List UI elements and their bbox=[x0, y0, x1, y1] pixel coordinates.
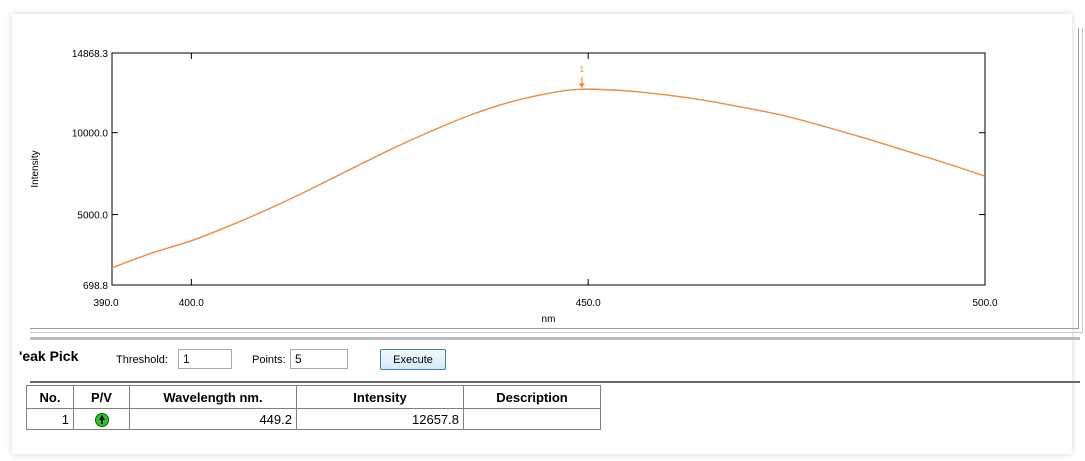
x-tick-label: 500.0 bbox=[972, 298, 997, 309]
peak-table: No. P/V Wavelength nm. Intensity Descrip… bbox=[26, 385, 601, 430]
table-row[interactable]: 1 449.2 12657.8 bbox=[26, 408, 601, 430]
x-tick-label: 450.0 bbox=[576, 298, 601, 309]
points-input[interactable] bbox=[290, 349, 348, 369]
table-top-border bbox=[30, 381, 1080, 383]
x-tick-label: 390.0 bbox=[93, 298, 118, 309]
peak-up-icon bbox=[94, 412, 109, 427]
y-tick-label: 14868.3 bbox=[72, 49, 109, 60]
x-tick-label: 400.0 bbox=[179, 298, 204, 309]
y-tick-label: 5000.0 bbox=[77, 211, 108, 222]
spectrum-chart[interactable]: 390.0 400.0 450.0 500.0 14868.3 10000.0 5000.0… bbox=[0, 0, 1085, 335]
y-axis-label: Intensity bbox=[30, 150, 41, 187]
threshold-input[interactable] bbox=[178, 349, 232, 369]
header-no[interactable]: No. bbox=[26, 385, 74, 409]
header-intensity[interactable]: Intensity bbox=[296, 385, 464, 409]
peak-marker-arrow bbox=[578, 83, 585, 89]
peak-pick-title: 'eak Pick bbox=[19, 348, 79, 364]
execute-button[interactable]: Execute bbox=[380, 349, 446, 370]
peak-marker: 1 bbox=[578, 65, 585, 89]
cell-pv[interactable] bbox=[73, 408, 130, 430]
plot-panel bbox=[30, 28, 1079, 329]
y-tick-label: 10000.0 bbox=[72, 129, 109, 140]
plot-panel-outer bbox=[30, 28, 1083, 333]
spectrum-curve bbox=[111, 88, 986, 269]
points-label: Points: bbox=[252, 354, 286, 366]
plot-area[interactable] bbox=[111, 52, 986, 286]
header-wavelength[interactable]: Wavelength nm. bbox=[129, 385, 297, 409]
x-axis-label: nm bbox=[542, 314, 556, 325]
cell-intensity[interactable]: 12657.8 bbox=[296, 408, 464, 430]
threshold-label: Threshold: bbox=[116, 354, 168, 366]
cell-description[interactable] bbox=[463, 408, 601, 430]
y-tick-label: 698.8 bbox=[83, 281, 108, 292]
panel-separator bbox=[30, 337, 1080, 340]
header-pv[interactable]: P/V bbox=[73, 385, 130, 409]
cell-no[interactable]: 1 bbox=[26, 408, 74, 430]
header-description[interactable]: Description bbox=[463, 385, 601, 409]
peak-marker-label: 1 bbox=[580, 65, 585, 74]
cell-wavelength[interactable]: 449.2 bbox=[129, 408, 297, 430]
